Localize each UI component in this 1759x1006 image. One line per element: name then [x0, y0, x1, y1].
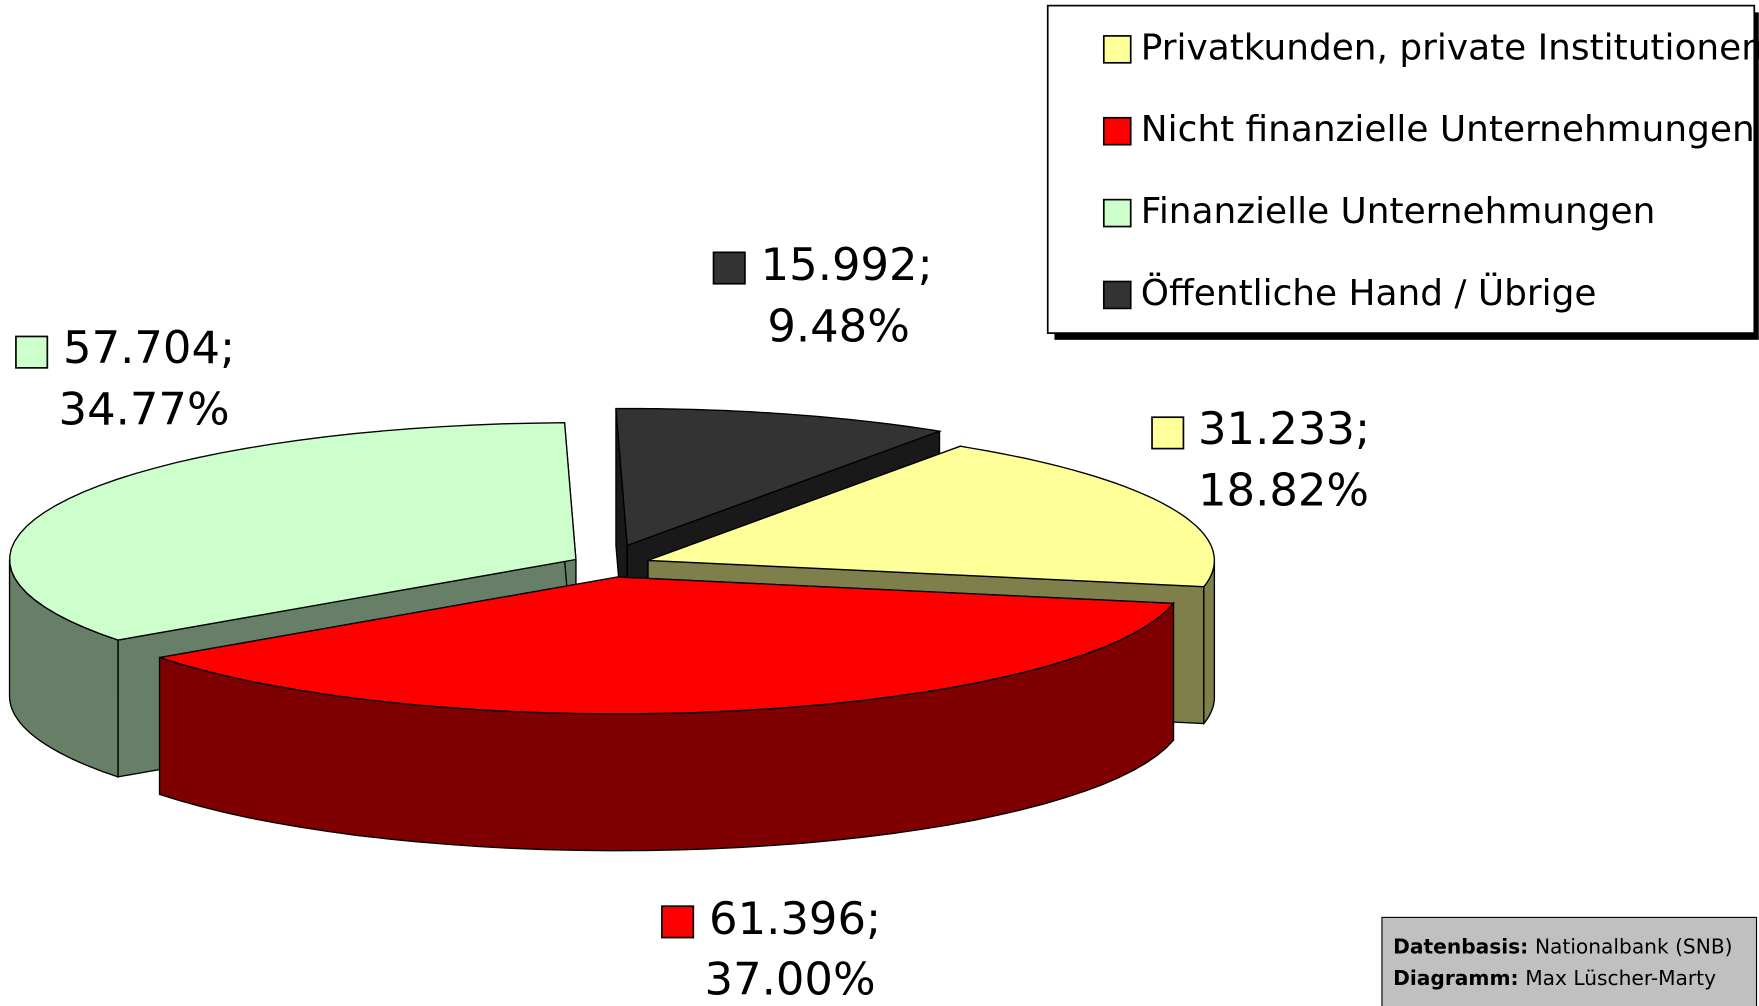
- credit-source: Datenbasis: Nationalbank (SNB): [1393, 934, 1732, 958]
- percent-label: 18.82%: [1198, 463, 1369, 516]
- value-label: 57.704;: [63, 321, 235, 374]
- value-label: 61.396;: [709, 892, 881, 945]
- slice-top: [159, 576, 1175, 715]
- percent-label: 37.00%: [705, 952, 876, 1005]
- source-label: Datenbasis:: [1393, 934, 1528, 958]
- label-swatch: [1151, 416, 1185, 450]
- value-label: 31.233;: [1198, 402, 1370, 455]
- credit-box: [1381, 916, 1758, 1006]
- legend-swatch: [1102, 280, 1132, 310]
- value-label: 15.992;: [761, 238, 933, 291]
- legend-swatch: [1102, 116, 1132, 146]
- credit-author: Diagramm: Max Lüscher-Marty: [1393, 966, 1716, 990]
- author-label: Diagramm:: [1393, 966, 1518, 990]
- percent-label: 34.77%: [59, 383, 230, 436]
- source: Nationalbank (SNB): [1535, 934, 1733, 958]
- slice-top: [647, 445, 1216, 588]
- legend-label: Finanzielle Unternehmungen: [1141, 191, 1656, 232]
- slice-top: [9, 422, 577, 641]
- author: Max Lüscher-Marty: [1525, 966, 1716, 990]
- label-swatch: [15, 335, 49, 369]
- slice-top: [615, 407, 943, 547]
- legend-box: [1046, 4, 1756, 334]
- label-swatch: [712, 251, 746, 285]
- legend-swatch: [1102, 198, 1132, 228]
- data-labels: 31.233; 18.82% 61.396; 37.00% 57.704; 34.77% 1…: [15, 238, 1370, 1005]
- legend-label: Privatkunden, private Institutionen: [1141, 27, 1759, 68]
- percent-label: 9.48%: [767, 300, 910, 353]
- legend-label: Öffentliche Hand / Übrige: [1141, 272, 1597, 314]
- label-swatch: [661, 905, 695, 939]
- legend-swatch: [1102, 35, 1132, 64]
- legend-label: Nicht finanzielle Unternehmungen: [1141, 109, 1755, 150]
- pie: [8, 407, 1216, 852]
- legend: Privatkunden, private Institutionen Nicht…: [1102, 27, 1759, 314]
